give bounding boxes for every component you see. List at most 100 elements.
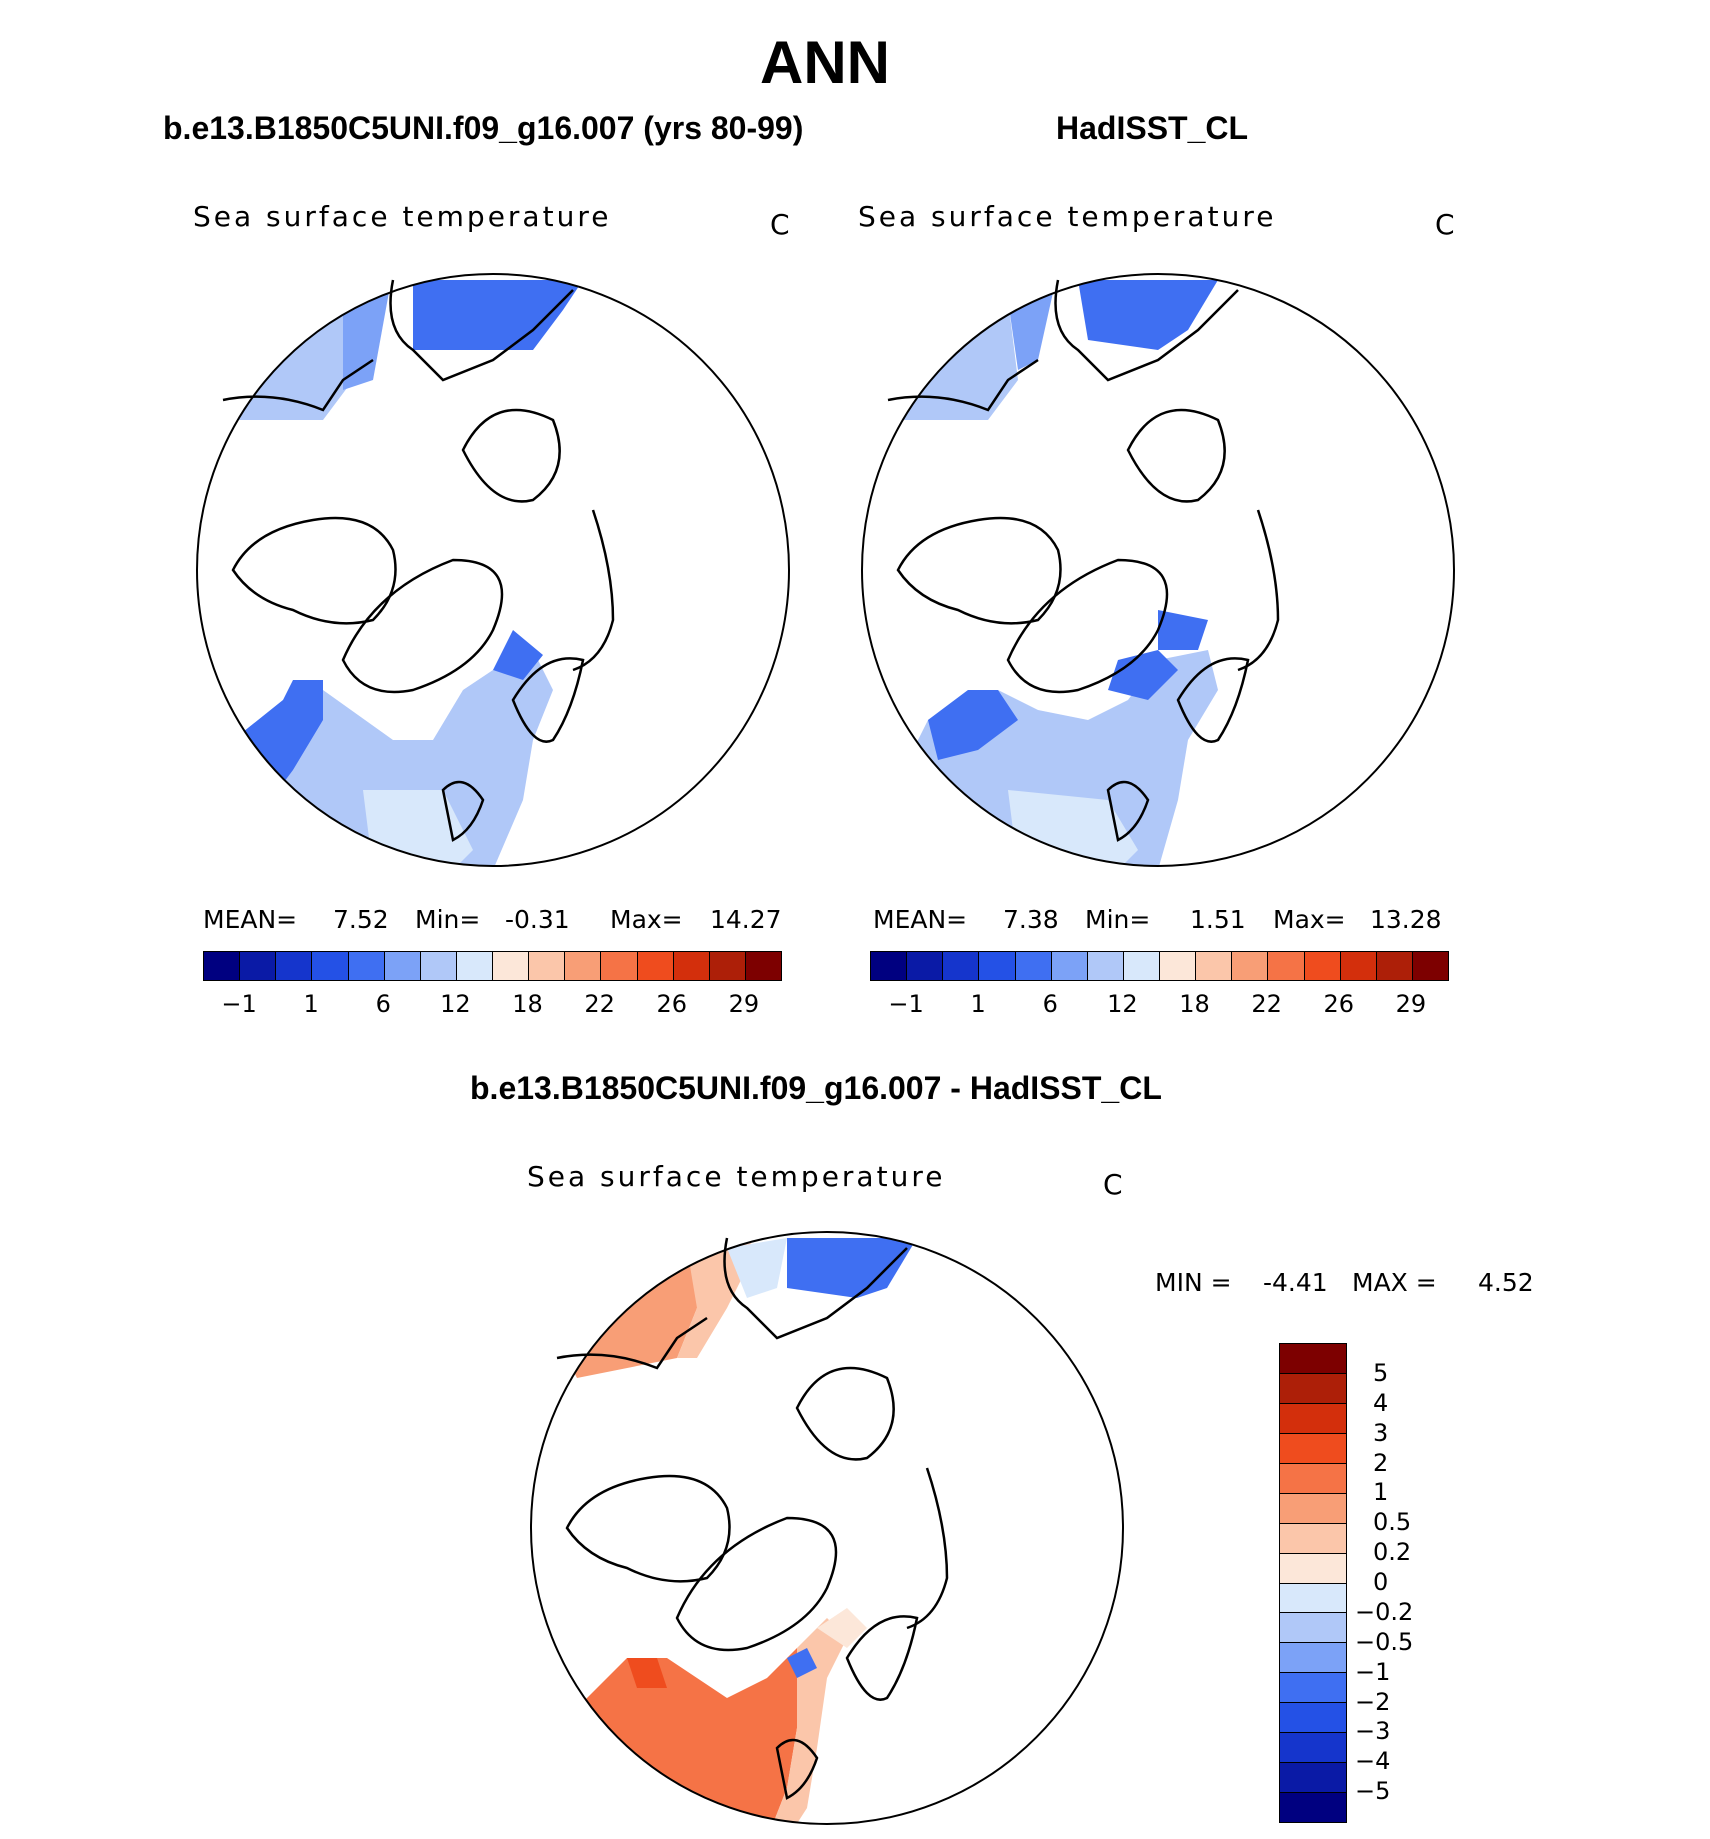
colorbar-swatch <box>348 952 385 980</box>
colorbar-tick-label: 3 <box>1373 1418 1389 1447</box>
diff-max-label: MAX = <box>1352 1268 1437 1297</box>
diff-variable-label: Sea surface temperature <box>527 1160 946 1193</box>
panel-1-mean-label: MEAN= <box>203 905 298 934</box>
colorbar-tick-label: 6 <box>375 990 391 1018</box>
colorbar-tick-label: 1 <box>303 990 319 1018</box>
colorbar-swatch <box>1232 952 1269 980</box>
panel-1-polar-map <box>196 273 790 867</box>
diff-colorbar-labels: 5 4 3 2 1 0.5 0.2 0 −0.2 −0.5 −1 −2 −3 −4 −5 <box>1355 1343 1475 1821</box>
colorbar-swatch <box>1280 1583 1346 1614</box>
panel-1-colorbar-labels: −1 1 6 12 18 22 26 29 <box>203 990 780 1020</box>
diff-colorbar <box>1279 1343 1347 1823</box>
panel-2-max-label: Max= <box>1273 905 1346 934</box>
colorbar-tick-label: −0.2 <box>1355 1597 1414 1626</box>
diff-units-label: C <box>1103 1168 1126 1201</box>
colorbar-swatch <box>1160 952 1197 980</box>
colorbar-swatch <box>1280 1373 1346 1404</box>
colorbar-swatch <box>384 952 421 980</box>
colorbar-tick-label: 6 <box>1042 990 1058 1018</box>
colorbar-swatch <box>601 952 638 980</box>
panel-2-max-value: 13.28 <box>1370 905 1442 934</box>
colorbar-swatch <box>1087 952 1124 980</box>
colorbar-tick-label: 0 <box>1373 1568 1389 1596</box>
panel-1-max-label: Max= <box>610 905 683 934</box>
diff-min-value: -4.41 <box>1263 1268 1328 1297</box>
colorbar-tick-label: 12 <box>1107 990 1138 1018</box>
colorbar-swatch <box>1340 952 1377 980</box>
colorbar-swatch <box>204 952 241 980</box>
panel-2-coastlines <box>887 279 1280 842</box>
colorbar-swatch <box>420 952 457 980</box>
colorbar-tick-label: −1 <box>1355 1657 1391 1686</box>
colorbar-swatch <box>1280 1643 1346 1674</box>
colorbar-swatch <box>1123 952 1160 980</box>
colorbar-swatch <box>1280 1613 1346 1644</box>
panel-2-polar-map <box>861 273 1455 867</box>
colorbar-tick-label: 29 <box>1395 990 1427 1018</box>
colorbar-tick-label: 18 <box>1179 990 1210 1018</box>
panel-1-min-label: Min= <box>415 905 481 934</box>
panel-1-case-title: b.e13.B1850C5UNI.f09_g16.007 (yrs 80-99) <box>163 110 804 146</box>
panel-1-max-value: 14.27 <box>710 905 782 934</box>
colorbar-tick-label: −4 <box>1355 1747 1391 1776</box>
panel-2-mean-label: MEAN= <box>873 905 968 934</box>
colorbar-swatch <box>943 952 980 980</box>
panel-1-mean-value: 7.52 <box>333 905 389 934</box>
colorbar-swatch <box>1280 1733 1346 1764</box>
colorbar-tick-label: 5 <box>1373 1358 1389 1387</box>
panel-1-units-label: C <box>770 208 793 241</box>
colorbar-swatch <box>312 952 349 980</box>
colorbar-swatch <box>1015 952 1052 980</box>
diff-case-title: b.e13.B1850C5UNI.f09_g16.007 - HadISST_C… <box>470 1070 1162 1106</box>
colorbar-tick-label: 29 <box>728 990 760 1018</box>
diff-min-label: MIN = <box>1155 1268 1232 1297</box>
colorbar-swatch <box>871 952 908 980</box>
colorbar-swatch <box>1280 1703 1346 1734</box>
diff-max-value: 4.52 <box>1478 1268 1534 1297</box>
colorbar-tick-label: −0.5 <box>1355 1627 1414 1656</box>
colorbar-swatch <box>1280 1553 1346 1584</box>
panel-2-min-label: Min= <box>1085 905 1151 934</box>
colorbar-swatch <box>1268 952 1305 980</box>
colorbar-swatch <box>1376 952 1413 980</box>
colorbar-tick-label: 1 <box>970 990 986 1018</box>
colorbar-tick-label: 26 <box>1323 990 1355 1018</box>
colorbar-tick-label: 18 <box>512 990 543 1018</box>
colorbar-tick-label: 12 <box>440 990 471 1018</box>
panel-2-colorbar-labels: −1 1 6 12 18 22 26 29 <box>870 990 1447 1020</box>
colorbar-tick-label: −3 <box>1355 1717 1391 1746</box>
panel-2-colorbar <box>870 951 1449 981</box>
colorbar-tick-label: −1 <box>221 990 257 1018</box>
colorbar-swatch <box>1196 952 1233 980</box>
diff-coastlines <box>556 1237 949 1800</box>
colorbar-swatch <box>1280 1493 1346 1524</box>
colorbar-swatch <box>1280 1344 1346 1374</box>
colorbar-tick-label: 0.2 <box>1373 1538 1412 1567</box>
colorbar-swatch <box>979 952 1016 980</box>
panel-2-mean-value: 7.38 <box>1003 905 1059 934</box>
colorbar-tick-label: 0.5 <box>1373 1508 1412 1537</box>
colorbar-tick-label: 22 <box>584 990 615 1018</box>
colorbar-swatch <box>529 952 566 980</box>
colorbar-tick-label: −1 <box>888 990 924 1018</box>
colorbar-tick-label: 1 <box>1373 1478 1389 1507</box>
colorbar-swatch <box>493 952 530 980</box>
colorbar-swatch <box>673 952 710 980</box>
colorbar-swatch <box>240 952 277 980</box>
colorbar-swatch <box>1280 1403 1346 1434</box>
colorbar-swatch <box>1280 1463 1346 1494</box>
diff-polar-map <box>530 1231 1124 1825</box>
colorbar-swatch <box>276 952 313 980</box>
colorbar-tick-label: 2 <box>1373 1448 1389 1477</box>
panel-2-case-title: HadISST_CL <box>1056 110 1249 146</box>
colorbar-tick-label: −2 <box>1355 1687 1391 1716</box>
colorbar-tick-label: 4 <box>1373 1388 1389 1417</box>
colorbar-tick-label: 22 <box>1251 990 1282 1018</box>
colorbar-swatch <box>1412 952 1448 980</box>
colorbar-swatch <box>1051 952 1088 980</box>
colorbar-swatch <box>1280 1433 1346 1464</box>
panel-1-min-value: -0.31 <box>505 905 570 934</box>
panel-2-units-label: C <box>1435 208 1458 241</box>
colorbar-swatch <box>637 952 674 980</box>
colorbar-swatch <box>1280 1763 1346 1794</box>
